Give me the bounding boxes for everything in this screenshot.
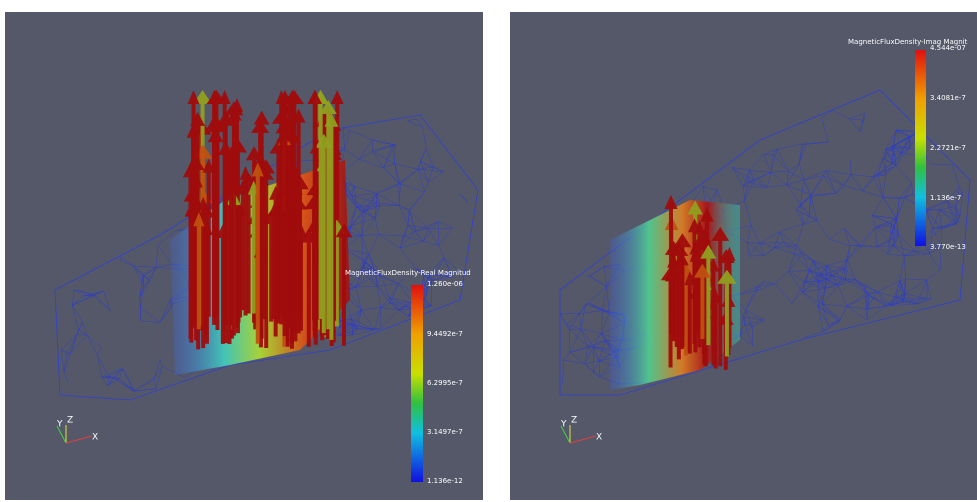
colorbar-label: 6.2995e-7 xyxy=(427,379,463,387)
colorbar-label: 3.4081e-7 xyxy=(930,94,966,102)
axis-label: Y xyxy=(56,420,63,430)
axis-label: X xyxy=(92,433,98,443)
axis-label: Z xyxy=(67,416,73,426)
colorbar xyxy=(411,285,423,482)
axis-label: Z xyxy=(571,416,577,426)
colorbar-label: 2.2721e-7 xyxy=(930,144,966,152)
view-right[interactable] xyxy=(510,12,977,500)
colorbar-label: 1.136e-7 xyxy=(930,194,961,202)
colorbar-title: MagneticFluxDensity-Real Magnitud xyxy=(345,269,471,277)
colorbar xyxy=(915,50,926,246)
colorbar-label: 3.770e-13 xyxy=(930,243,966,251)
colorbar-label: 4.544e-07 xyxy=(930,44,966,52)
colorbar-label: 9.4492e-7 xyxy=(427,330,463,338)
axis-label: Y xyxy=(560,420,567,430)
screenshot: MagneticFluxDensity-Real Magnitud 1.260e… xyxy=(0,0,977,502)
axis-label: X xyxy=(596,433,602,443)
colorbar-label: 3.1497e-7 xyxy=(427,428,463,436)
colorbar-label: 1.260e-06 xyxy=(427,280,463,288)
colorbar-label: 1.136e-12 xyxy=(427,477,463,485)
